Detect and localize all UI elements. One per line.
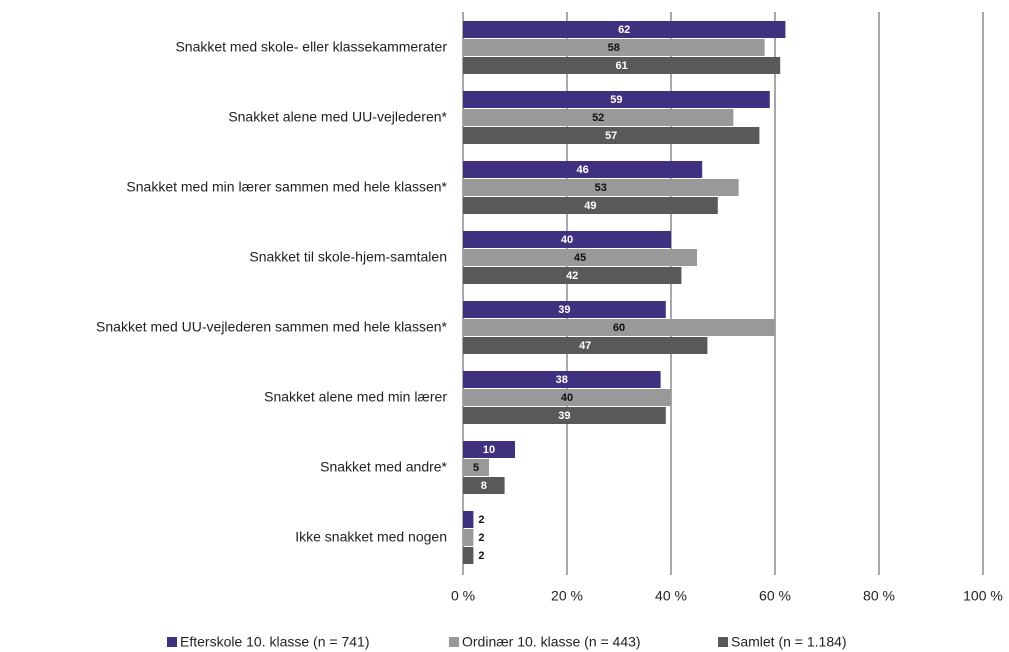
- data-label: 46: [576, 164, 588, 176]
- category-label: Snakket med skole- eller klassekammerate…: [175, 39, 447, 55]
- data-label: 38: [556, 374, 568, 386]
- data-label: 40: [561, 234, 573, 246]
- bar: [463, 407, 666, 424]
- data-label: 47: [579, 340, 591, 352]
- bar: [463, 231, 671, 248]
- bar: [463, 371, 661, 388]
- bar: [463, 337, 708, 354]
- data-label: 58: [608, 42, 620, 54]
- bar: [463, 441, 515, 458]
- data-label: 62: [618, 24, 630, 36]
- bar: [463, 267, 682, 284]
- bar: [463, 301, 666, 318]
- bar: [463, 389, 671, 406]
- data-label: 45: [574, 252, 586, 264]
- x-tick-label: 20 %: [551, 588, 583, 604]
- data-label: 57: [605, 130, 617, 142]
- bar: [463, 319, 775, 336]
- legend-swatch: [167, 637, 177, 647]
- bar: [463, 39, 765, 56]
- bar: [463, 477, 505, 494]
- data-label: 40: [561, 392, 573, 404]
- data-label: 42: [566, 270, 578, 282]
- category-label: Snakket med andre*: [320, 459, 447, 475]
- x-tick-label: 100 %: [963, 588, 1003, 604]
- legend-label: Ordinær 10. klasse (n = 443): [462, 634, 641, 650]
- data-label: 59: [610, 94, 622, 106]
- data-label: 39: [558, 304, 570, 316]
- data-label: 39: [558, 410, 570, 422]
- data-label: 60: [613, 322, 625, 334]
- bar: [463, 91, 770, 108]
- data-label: 5: [473, 462, 479, 474]
- bar: [463, 109, 734, 126]
- bar: [463, 57, 781, 74]
- data-label: 53: [595, 182, 607, 194]
- data-label: 52: [592, 112, 604, 124]
- data-label: 61: [615, 60, 627, 72]
- x-tick-label: 80 %: [863, 588, 895, 604]
- category-label: Snakket alene med min lærer: [264, 389, 447, 405]
- legend-label: Samlet (n = 1.184): [731, 634, 847, 650]
- legend-label: Efterskole 10. klasse (n = 741): [180, 634, 370, 650]
- x-tick-label: 0 %: [451, 588, 475, 604]
- bar: [463, 459, 489, 476]
- category-label: Snakket med min lærer sammen med hele kl…: [126, 179, 447, 195]
- bar: [463, 249, 697, 266]
- bar: [463, 161, 703, 178]
- bar: [463, 21, 786, 38]
- bar: [463, 127, 760, 144]
- data-label: 8: [481, 480, 487, 492]
- bar: [463, 197, 718, 214]
- category-label: Snakket med UU-vejlederen sammen med hel…: [96, 319, 447, 335]
- category-label: Snakket til skole-hjem-samtalen: [249, 249, 447, 265]
- legend-swatch: [449, 637, 459, 647]
- data-label: 2: [478, 514, 484, 526]
- category-label: Snakket alene med UU-vejlederen*: [228, 109, 447, 125]
- data-label: 10: [483, 444, 495, 456]
- bar: [463, 529, 474, 546]
- bar: [463, 511, 474, 528]
- data-label: 2: [478, 532, 484, 544]
- legend-swatch: [718, 637, 728, 647]
- data-label: 2: [478, 550, 484, 562]
- x-tick-label: 60 %: [759, 588, 791, 604]
- data-label: 49: [584, 200, 596, 212]
- bar: [463, 547, 474, 564]
- category-label: Ikke snakket med nogen: [295, 529, 447, 545]
- bar: [463, 179, 739, 196]
- x-tick-label: 40 %: [655, 588, 687, 604]
